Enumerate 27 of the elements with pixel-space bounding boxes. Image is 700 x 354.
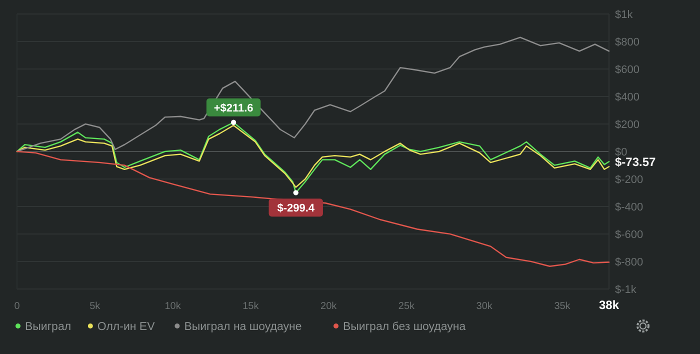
x-tick-label: 38k xyxy=(598,298,620,312)
y-tick-label: $600 xyxy=(615,64,640,76)
y-tick-label: $-400 xyxy=(615,201,644,214)
y-tick-label: $-200 xyxy=(615,174,644,186)
line-series xyxy=(16,36,610,152)
annotation: $-299.4 xyxy=(277,202,316,215)
y-tick-label: $800 xyxy=(615,36,640,48)
y-tick-label: $400 xyxy=(615,91,640,104)
x-tick-label: 5k xyxy=(90,301,102,312)
legend-label: Выиграл на шоудауне xyxy=(184,321,302,334)
y-tick-label: $-600 xyxy=(615,228,644,241)
legend-label: Выиграл xyxy=(25,321,72,334)
x-tick-label: 10k xyxy=(164,301,182,312)
legend-label: Олл-ин EV xyxy=(97,321,156,334)
legend-label: Выиграл без шоудауна xyxy=(343,321,466,334)
x-tick-label: 20k xyxy=(320,301,338,312)
annotation: +$211.6 xyxy=(214,102,254,114)
x-tick-label: 0 xyxy=(14,301,20,312)
y-tick-label: $200 xyxy=(615,118,640,131)
y-tick-label: $-800 xyxy=(615,256,644,268)
y-tick-label: $-1k xyxy=(615,284,637,296)
line-series xyxy=(16,150,610,267)
y-tick-label: $1k xyxy=(615,8,634,21)
x-tick-label: 35k xyxy=(554,301,572,312)
x-tick-label: 15k xyxy=(242,301,260,312)
x-tick-label: 25k xyxy=(398,301,416,312)
x-tick-label: 30k xyxy=(476,301,494,312)
